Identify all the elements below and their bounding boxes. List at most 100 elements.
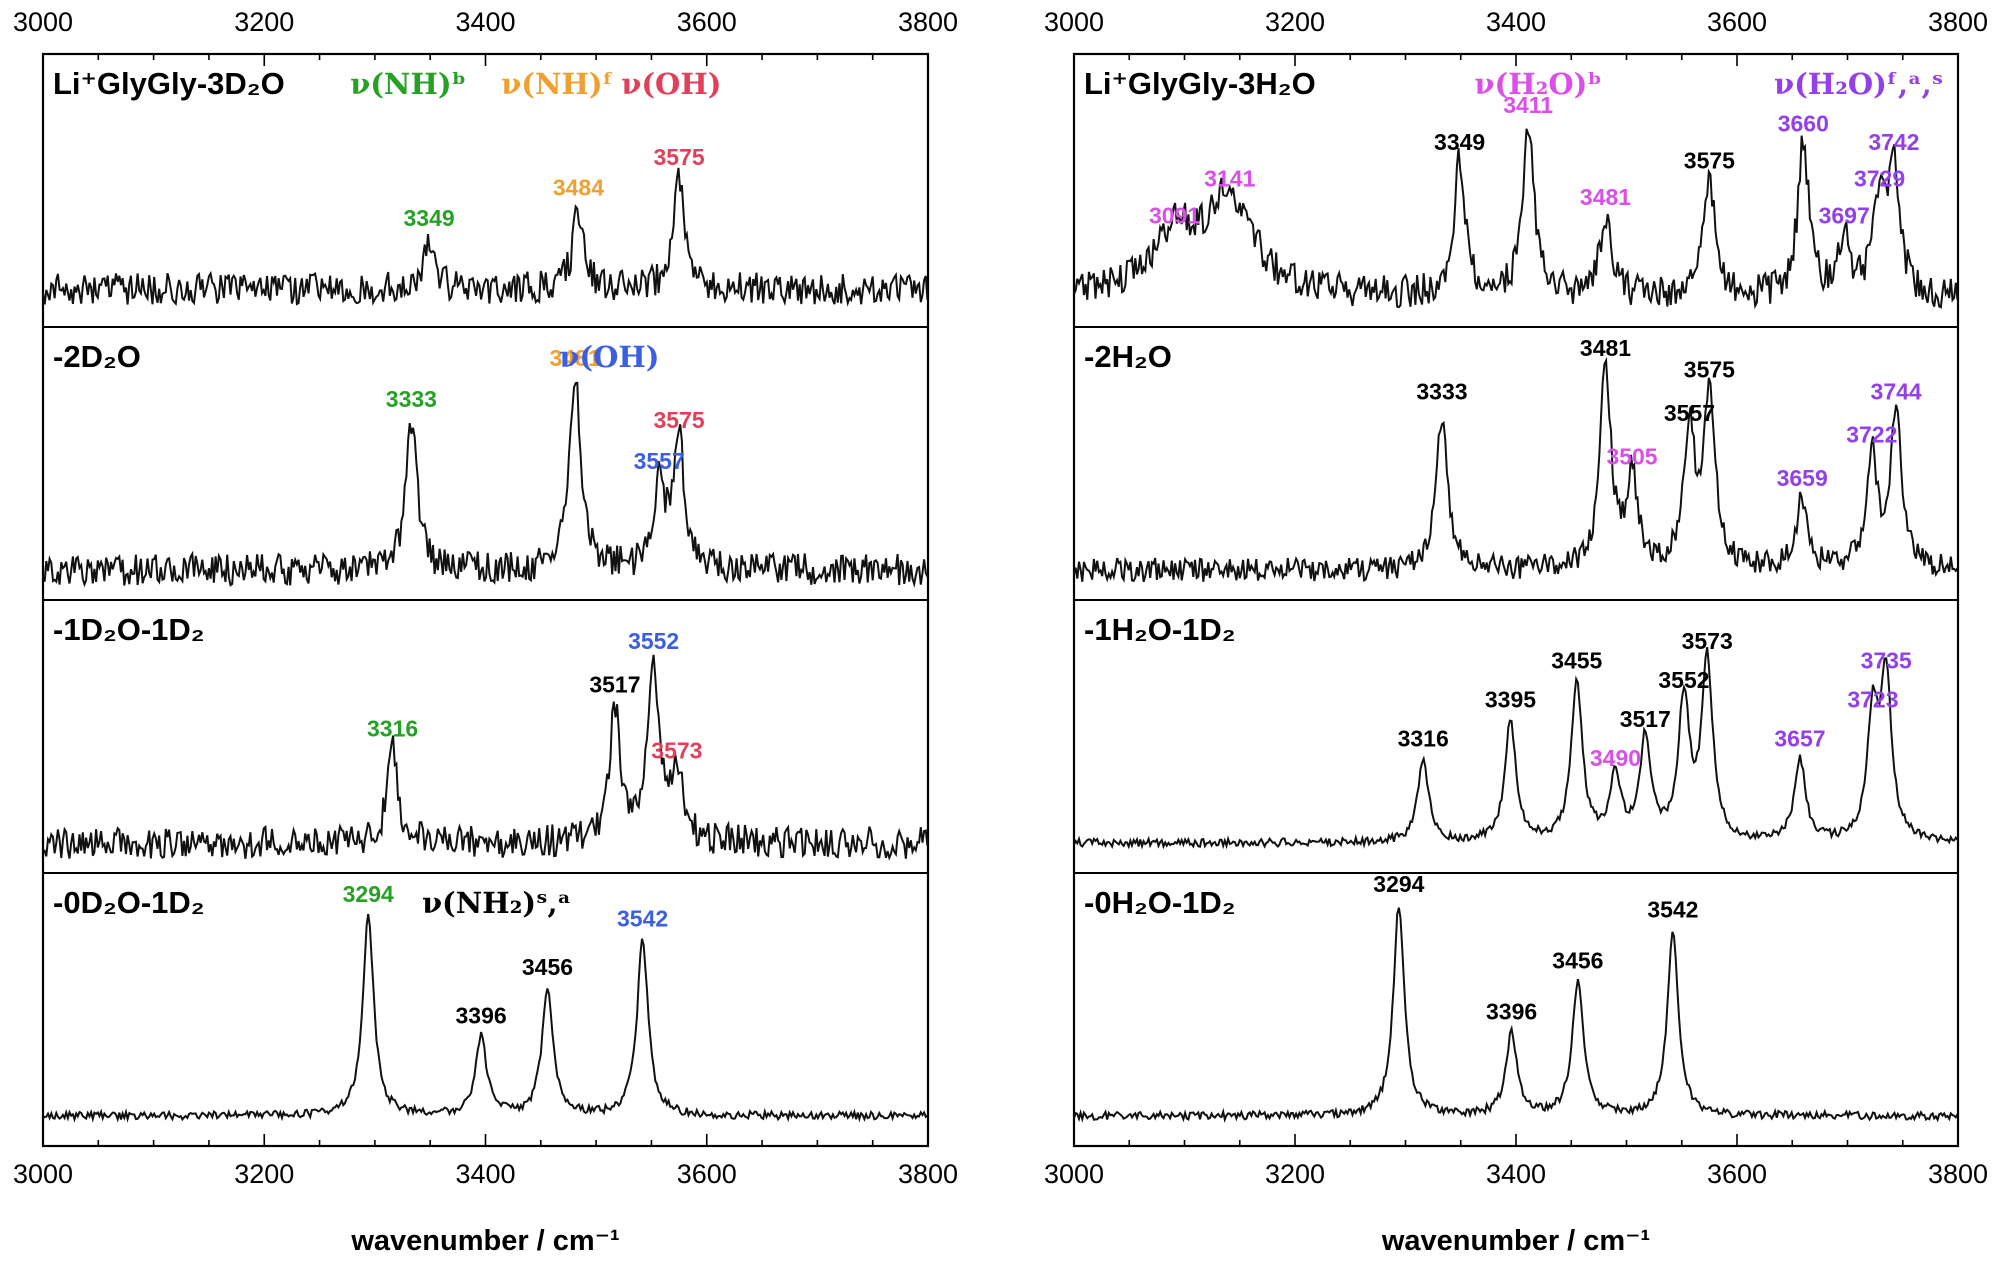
peak-label: 3349 — [403, 205, 454, 231]
panel-title: -0D₂O-1D₂ — [53, 885, 205, 920]
band-label: ν(NH)ᶠ — [501, 67, 614, 101]
peak-label: 3456 — [1552, 948, 1603, 974]
peak-label: 3735 — [1861, 648, 1912, 674]
spectrum-trace — [1073, 907, 1959, 1123]
x-tick-label-bottom: 3000 — [13, 1159, 73, 1189]
panel-title: -1D₂O-1D₂ — [53, 612, 205, 647]
peak-label: 3396 — [455, 1002, 506, 1028]
peak-label: 3481 — [1580, 335, 1631, 361]
peak-label: 3294 — [1373, 871, 1424, 897]
peak-label: 3557 — [1664, 400, 1715, 426]
x-tick-label-bottom: 3400 — [1486, 1159, 1546, 1189]
spectrum-trace — [1073, 356, 1959, 583]
panel-title: -2D₂O — [53, 339, 141, 374]
x-tick-label-bottom: 3200 — [1265, 1159, 1325, 1189]
x-tick-label-top: 3000 — [13, 7, 73, 37]
peak-label: 3333 — [1416, 378, 1467, 404]
peak-label: 3573 — [651, 737, 702, 763]
spectrum-trace — [42, 654, 929, 861]
peak-label: 3575 — [654, 144, 705, 170]
x-tick-label-top: 3400 — [455, 7, 515, 37]
peak-label: 3333 — [386, 386, 437, 412]
peak-label: 3659 — [1777, 465, 1828, 491]
peak-label: 3517 — [589, 672, 640, 698]
x-tick-label-top: 3600 — [677, 7, 737, 37]
x-tick-label-top: 3400 — [1486, 7, 1546, 37]
peak-label: 3729 — [1854, 166, 1905, 192]
x-tick-label-bottom: 3800 — [898, 1159, 958, 1189]
spectrum-trace — [1073, 646, 1959, 850]
peak-label: 3294 — [343, 881, 394, 907]
peak-label: 3575 — [654, 407, 705, 433]
spectrum-trace — [42, 913, 929, 1123]
peak-label: 3657 — [1774, 726, 1825, 752]
spectrum-trace — [1073, 128, 1959, 310]
x-tick-label-bottom: 3800 — [1928, 1159, 1988, 1189]
peak-label: 3349 — [1434, 129, 1485, 155]
peak-label: 3395 — [1485, 687, 1536, 713]
band-label: ν(H₂O)ᵇ — [1474, 67, 1601, 101]
peak-label: 3744 — [1871, 378, 1922, 404]
panel-title: -0H₂O-1D₂ — [1084, 885, 1236, 920]
peak-label: 3396 — [1486, 999, 1537, 1025]
x-tick-label-bottom: 3000 — [1044, 1159, 1104, 1189]
spectrum-trace — [42, 167, 929, 307]
peak-label: 3411 — [1503, 92, 1553, 118]
x-tick-label-bottom: 3200 — [234, 1159, 294, 1189]
peak-label: 3723 — [1847, 687, 1898, 713]
peak-label: 3455 — [1551, 648, 1602, 674]
peak-label: 3316 — [367, 715, 418, 741]
peak-label: 3542 — [1647, 897, 1698, 923]
x-tick-label-top: 3800 — [1928, 7, 1988, 37]
peak-label: 3697 — [1819, 203, 1870, 229]
spectrum-panel: 3316 3395 3455 3490 3517 3552 3573 3657 3723 3735… — [1073, 612, 1959, 850]
spectrum-panel: 3294 3396 3456 3542 -0H₂O-1D₂ — [1073, 871, 1959, 1123]
peak-label: 3517 — [1620, 706, 1671, 732]
x-tick-label-top: 3600 — [1707, 7, 1767, 37]
spectrum-panel: 3316 3517 3552 3573 -1D₂O-1D₂ — [42, 612, 929, 861]
spectrum-panel: 3333 3481 3505 3557 3575 3659 3722 3744 -2H₂O — [1073, 335, 1959, 583]
panel-title: Li⁺GlyGly-3H₂O — [1084, 66, 1316, 101]
band-label: ν(NH₂)ˢ,ᵃ — [422, 886, 571, 920]
panel-title: -2H₂O — [1084, 339, 1172, 374]
peak-label: 3573 — [1682, 628, 1733, 654]
peak-label: 3141 — [1204, 166, 1255, 192]
peak-label: 3484 — [553, 174, 604, 200]
spectrum-panel: 3349 3484 3575 ν(NH)ᵇ ν(NH)ᶠ ν(OH) Li⁺GlyGly-3… — [42, 66, 929, 307]
x-tick-label-bottom: 3400 — [455, 1159, 515, 1189]
x-tick-label-top: 3200 — [234, 7, 294, 37]
peak-label: 3557 — [634, 448, 685, 474]
spectrum-panel: 3294 3396 3456 3542 ν(NH₂)ˢ,ᵃ -0D₂O-1D₂ — [42, 881, 929, 1123]
peak-label: 3481 — [550, 345, 601, 371]
peak-label: 3505 — [1606, 443, 1657, 469]
peak-label: 3660 — [1778, 110, 1829, 136]
panel-title: Li⁺GlyGly-3D₂O — [53, 66, 285, 101]
x-tick-label-bottom: 3600 — [1707, 1159, 1767, 1189]
band-label: ν(NH)ᵇ — [350, 67, 466, 101]
band-label: ν(OH) — [559, 340, 659, 374]
peak-label: 3575 — [1684, 147, 1735, 173]
x-axis-title: wavenumber / cm⁻¹ — [350, 1225, 619, 1257]
band-label: ν(OH) — [621, 67, 721, 101]
x-tick-label-top: 3000 — [1044, 7, 1104, 37]
peak-label: 3552 — [628, 628, 679, 654]
x-tick-label-top: 3800 — [898, 7, 958, 37]
peak-label: 3481 — [1580, 184, 1631, 210]
band-label: ν(H₂O)ᶠ,ᵃ,ˢ — [1774, 67, 1943, 101]
x-axis-title: wavenumber / cm⁻¹ — [1381, 1225, 1650, 1257]
peak-label: 3722 — [1846, 422, 1897, 448]
peak-label: 3316 — [1398, 726, 1449, 752]
peak-label: 3490 — [1590, 745, 1641, 771]
spectrum-trace — [42, 381, 929, 588]
peak-label: 3552 — [1658, 667, 1709, 693]
x-tick-label-top: 3200 — [1265, 7, 1325, 37]
peak-label: 3742 — [1868, 129, 1919, 155]
peak-label: 3575 — [1684, 357, 1735, 383]
peak-label: 3542 — [617, 905, 668, 931]
spectrum-panel: 3333 3481 3557 3575 ν(OH) -2D₂O — [42, 339, 929, 588]
peak-label: 3456 — [522, 954, 573, 980]
x-tick-label-bottom: 3600 — [677, 1159, 737, 1189]
peak-label: 3091 — [1149, 203, 1200, 229]
